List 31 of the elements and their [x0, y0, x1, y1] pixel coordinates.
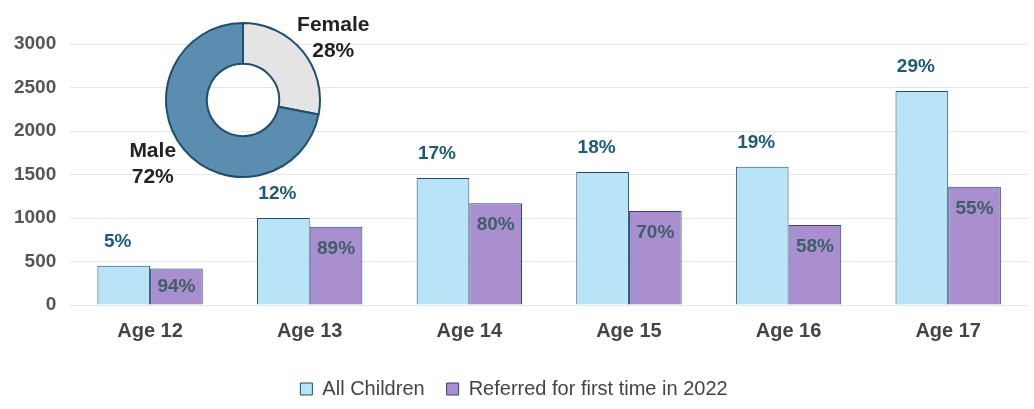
annotation: 80%	[476, 213, 515, 235]
annotation: 18%	[577, 136, 616, 158]
annotation: 17%	[417, 142, 457, 164]
slice-label: Female	[297, 11, 370, 35]
annotation: 19%	[737, 130, 776, 152]
legend-label: All Children	[322, 376, 425, 399]
y-tick-label: 1500	[13, 162, 57, 184]
y-tick-label: 3000	[13, 32, 57, 54]
annotation: 29%	[896, 55, 935, 77]
x-tick-label: Age 17	[915, 318, 981, 341]
annotation: 5%	[104, 230, 132, 252]
slice-label: Male	[129, 137, 177, 161]
x-tick-label: Age 13	[276, 318, 343, 341]
annotation: 89%	[317, 236, 356, 258]
annotation: 70%	[636, 221, 675, 243]
legend-label: Referred for first time in 2022	[468, 376, 728, 399]
x-tick-label: Age 14	[436, 318, 503, 341]
annotation: 12%	[258, 182, 297, 204]
annotation: 55%	[955, 196, 994, 218]
annotation: 58%	[795, 235, 835, 257]
y-tick-label: 500	[24, 249, 57, 271]
y-tick-label: 2500	[13, 75, 57, 97]
y-tick-label: 1000	[13, 206, 57, 228]
annotation: 94%	[157, 274, 196, 296]
x-tick-label: Age 15	[596, 318, 662, 341]
x-tick-label: Age 16	[755, 318, 822, 341]
x-tick-label: Age 12	[117, 318, 183, 341]
y-tick-label: 2000	[13, 119, 57, 141]
data-label: 28%	[312, 37, 355, 61]
y-tick-label: 0	[45, 293, 57, 315]
data-label: 72%	[131, 163, 175, 187]
